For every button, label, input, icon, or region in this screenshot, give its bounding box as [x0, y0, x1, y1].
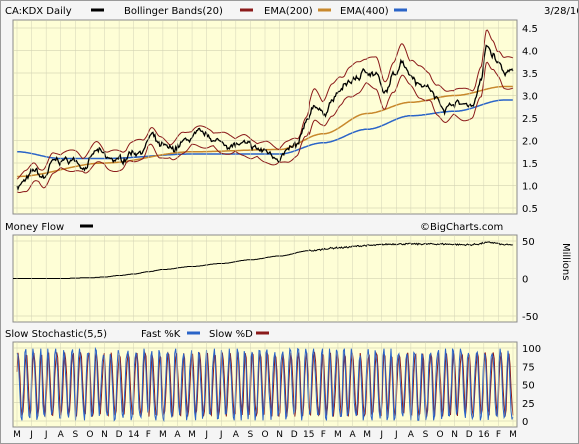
- price-y-axis: 4.5 4.0 3.5 3.0 2.5 2.0 1.5 1.0 0.5: [522, 24, 538, 215]
- x-month-label: S: [423, 430, 429, 440]
- chart-date: 3/28/16: [544, 6, 578, 17]
- x-month-label: J: [219, 430, 223, 440]
- legend-ema200-label: EMA(200): [264, 6, 313, 17]
- legend-ema400-label: EMA(400): [340, 6, 389, 17]
- x-month-label: O: [261, 430, 268, 440]
- legend-bollinger-label: Bollinger Bands(20): [124, 6, 223, 17]
- moneyflow-y-axis: 50 0 -50: [522, 237, 538, 323]
- x-month-label: A: [233, 430, 240, 440]
- x-month-label: F: [146, 430, 151, 440]
- watermark: ©BigCharts.com: [420, 222, 503, 233]
- legend-fastk-label: Fast %K: [141, 329, 181, 340]
- stochastic-title: Slow Stochastic(5,5): [5, 329, 107, 340]
- moneyflow-y-tick: 0: [522, 275, 528, 286]
- stochastic-y-tick: 75: [522, 362, 535, 373]
- stochastic-y-tick: 0: [522, 417, 528, 428]
- legend-slowd-label: Slow %D: [209, 329, 253, 340]
- x-month-label: M: [188, 430, 196, 440]
- x-month-label: M: [159, 430, 167, 440]
- x-month-label: M: [334, 430, 342, 440]
- chart-title: CA:KDX Daily: [5, 6, 72, 17]
- x-month-label: M: [13, 430, 21, 440]
- x-month-label: S: [248, 430, 254, 440]
- moneyflow-y-tick: 50: [522, 237, 535, 248]
- price-y-tick: 4.5: [522, 24, 538, 35]
- x-month-label: A: [58, 430, 65, 440]
- x-month-label: D: [466, 430, 473, 440]
- x-month-label: O: [86, 430, 93, 440]
- stochastic-y-tick: 25: [522, 399, 535, 410]
- price-y-tick: 1.0: [522, 182, 538, 193]
- x-month-label: D: [116, 430, 123, 440]
- x-month-label: A: [408, 430, 415, 440]
- x-month-label: J: [29, 430, 33, 440]
- x-month-label: 16: [478, 430, 490, 440]
- x-month-label: 15: [303, 430, 314, 440]
- price-y-tick: 2.5: [522, 114, 538, 125]
- x-month-label: N: [276, 430, 283, 440]
- x-month-label: N: [451, 430, 458, 440]
- stochastic-y-axis: 100 75 50 25 0: [522, 344, 541, 428]
- x-month-label: F: [496, 430, 501, 440]
- moneyflow-title: Money Flow: [5, 222, 64, 233]
- price-y-tick: 3.5: [522, 69, 538, 80]
- stochastic-y-tick: 100: [522, 344, 541, 355]
- x-month-label: O: [437, 430, 444, 440]
- x-month-label: J: [44, 430, 48, 440]
- x-month-label: M: [363, 430, 371, 440]
- price-y-tick: 4.0: [522, 47, 538, 58]
- price-y-tick: 1.5: [522, 159, 538, 170]
- x-month-label: D: [291, 430, 298, 440]
- moneyflow-unit-label: Millions: [560, 243, 571, 280]
- x-axis-months: M J J A S O N D 14 F M A M J J A S O N D 15 F M A M J J A S O N D 16 F M: [13, 21, 517, 440]
- x-month-label: A: [174, 430, 181, 440]
- x-month-label: S: [72, 430, 78, 440]
- price-y-tick: 3.0: [522, 92, 538, 103]
- price-y-tick: 2.0: [522, 137, 538, 148]
- x-month-label: J: [394, 430, 398, 440]
- price-y-tick: 0.5: [522, 204, 538, 215]
- x-month-label: A: [349, 430, 356, 440]
- x-month-label: J: [379, 430, 383, 440]
- x-month-label: J: [204, 430, 208, 440]
- x-month-label: M: [509, 430, 517, 440]
- x-month-label: N: [101, 430, 108, 440]
- x-month-label: 14: [128, 430, 140, 440]
- moneyflow-y-tick: -50: [522, 312, 538, 323]
- x-month-label: F: [321, 430, 326, 440]
- stochastic-y-tick: 50: [522, 381, 535, 392]
